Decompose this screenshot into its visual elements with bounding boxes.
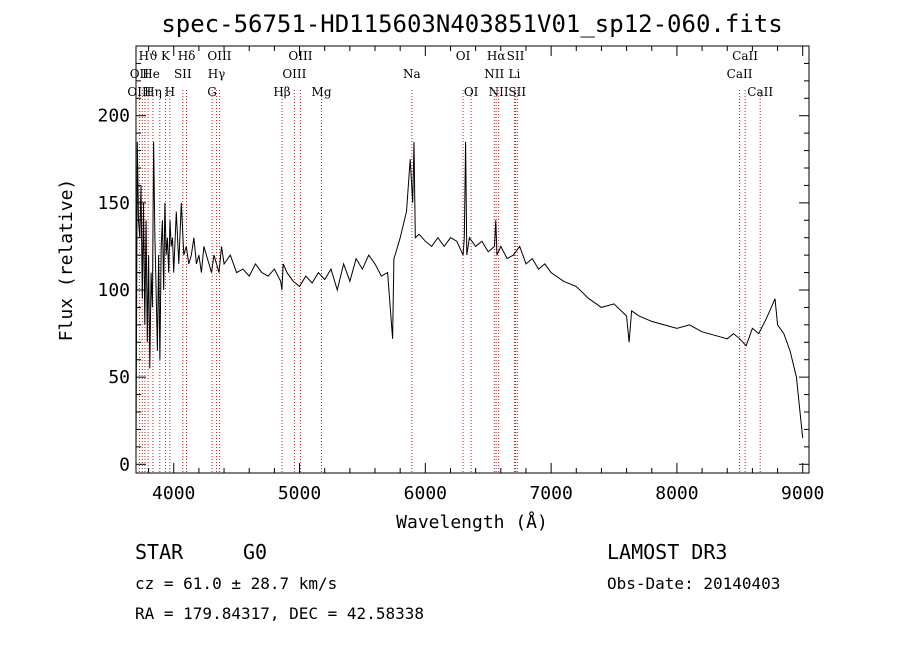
plot-frame xyxy=(135,45,810,474)
x-tick-label: 7000 xyxy=(529,483,572,504)
x-axis: 4000 5000 6000 7000 8000 9000 xyxy=(148,46,824,504)
line-label: Li xyxy=(508,67,520,81)
y-axis: 0 50 100 150 200 xyxy=(97,62,809,475)
y-tick-label: 50 xyxy=(108,367,130,388)
line-label: Hγ xyxy=(208,67,226,81)
line-label: OIII xyxy=(282,67,306,81)
object-class: STAR xyxy=(135,540,184,564)
x-axis-label: Wavelength (Å) xyxy=(396,511,548,533)
line-label: OIII xyxy=(207,49,231,63)
subclass: G0 xyxy=(243,540,268,564)
line-label: CaII xyxy=(747,85,773,99)
line-label: CaII xyxy=(732,49,758,63)
line-label: Hβ xyxy=(273,85,290,99)
line-label: He xyxy=(142,67,160,81)
x-tick-label: 9000 xyxy=(781,483,824,504)
line-label: H xyxy=(165,85,175,99)
line-label: NII xyxy=(489,85,509,99)
line-label: SII xyxy=(507,49,525,63)
line-label: SII xyxy=(508,85,526,99)
y-tick-label: 0 xyxy=(119,454,130,475)
line-label: Hδ xyxy=(178,49,196,63)
line-label: Na xyxy=(403,67,421,81)
spectrum-line xyxy=(135,141,804,456)
x-tick-label: 5000 xyxy=(278,483,321,504)
y-tick-label: 200 xyxy=(97,106,130,127)
line-label: K xyxy=(161,49,171,63)
line-label: NII xyxy=(484,67,504,81)
survey-name: LAMOST DR3 xyxy=(607,540,728,564)
y-tick-label: 150 xyxy=(97,193,130,214)
line-label: CaII xyxy=(727,67,753,81)
line-label: SII xyxy=(174,67,192,81)
line-label: OIII xyxy=(288,49,312,63)
line-label: OII xyxy=(130,67,150,81)
x-tick-label: 6000 xyxy=(404,483,447,504)
redshift-readout: cz = 61.0 ± 28.7 km/s xyxy=(135,574,338,593)
line-markers xyxy=(138,90,761,473)
line-label: G xyxy=(207,85,217,99)
y-tick-label: 100 xyxy=(97,280,130,301)
line-label: OIII xyxy=(127,85,151,99)
y-axis-label: Flux (relative) xyxy=(56,179,77,342)
line-label: Hα xyxy=(487,49,506,63)
obs-date: Obs-Date: 20140403 xyxy=(607,574,781,593)
x-tick-label: 4000 xyxy=(152,483,195,504)
line-label: OI xyxy=(464,85,479,99)
line-label: Hϑ xyxy=(139,49,158,63)
coordinates-readout: RA = 179.84317, DEC = 42.58338 xyxy=(135,604,424,623)
line-label: OI xyxy=(456,49,471,63)
chart-title: spec-56751-HD115603N403851V01_sp12-060.f… xyxy=(161,10,782,38)
line-label: Hη xyxy=(144,85,162,99)
line-label: Mg xyxy=(312,85,332,99)
x-tick-label: 8000 xyxy=(655,483,698,504)
